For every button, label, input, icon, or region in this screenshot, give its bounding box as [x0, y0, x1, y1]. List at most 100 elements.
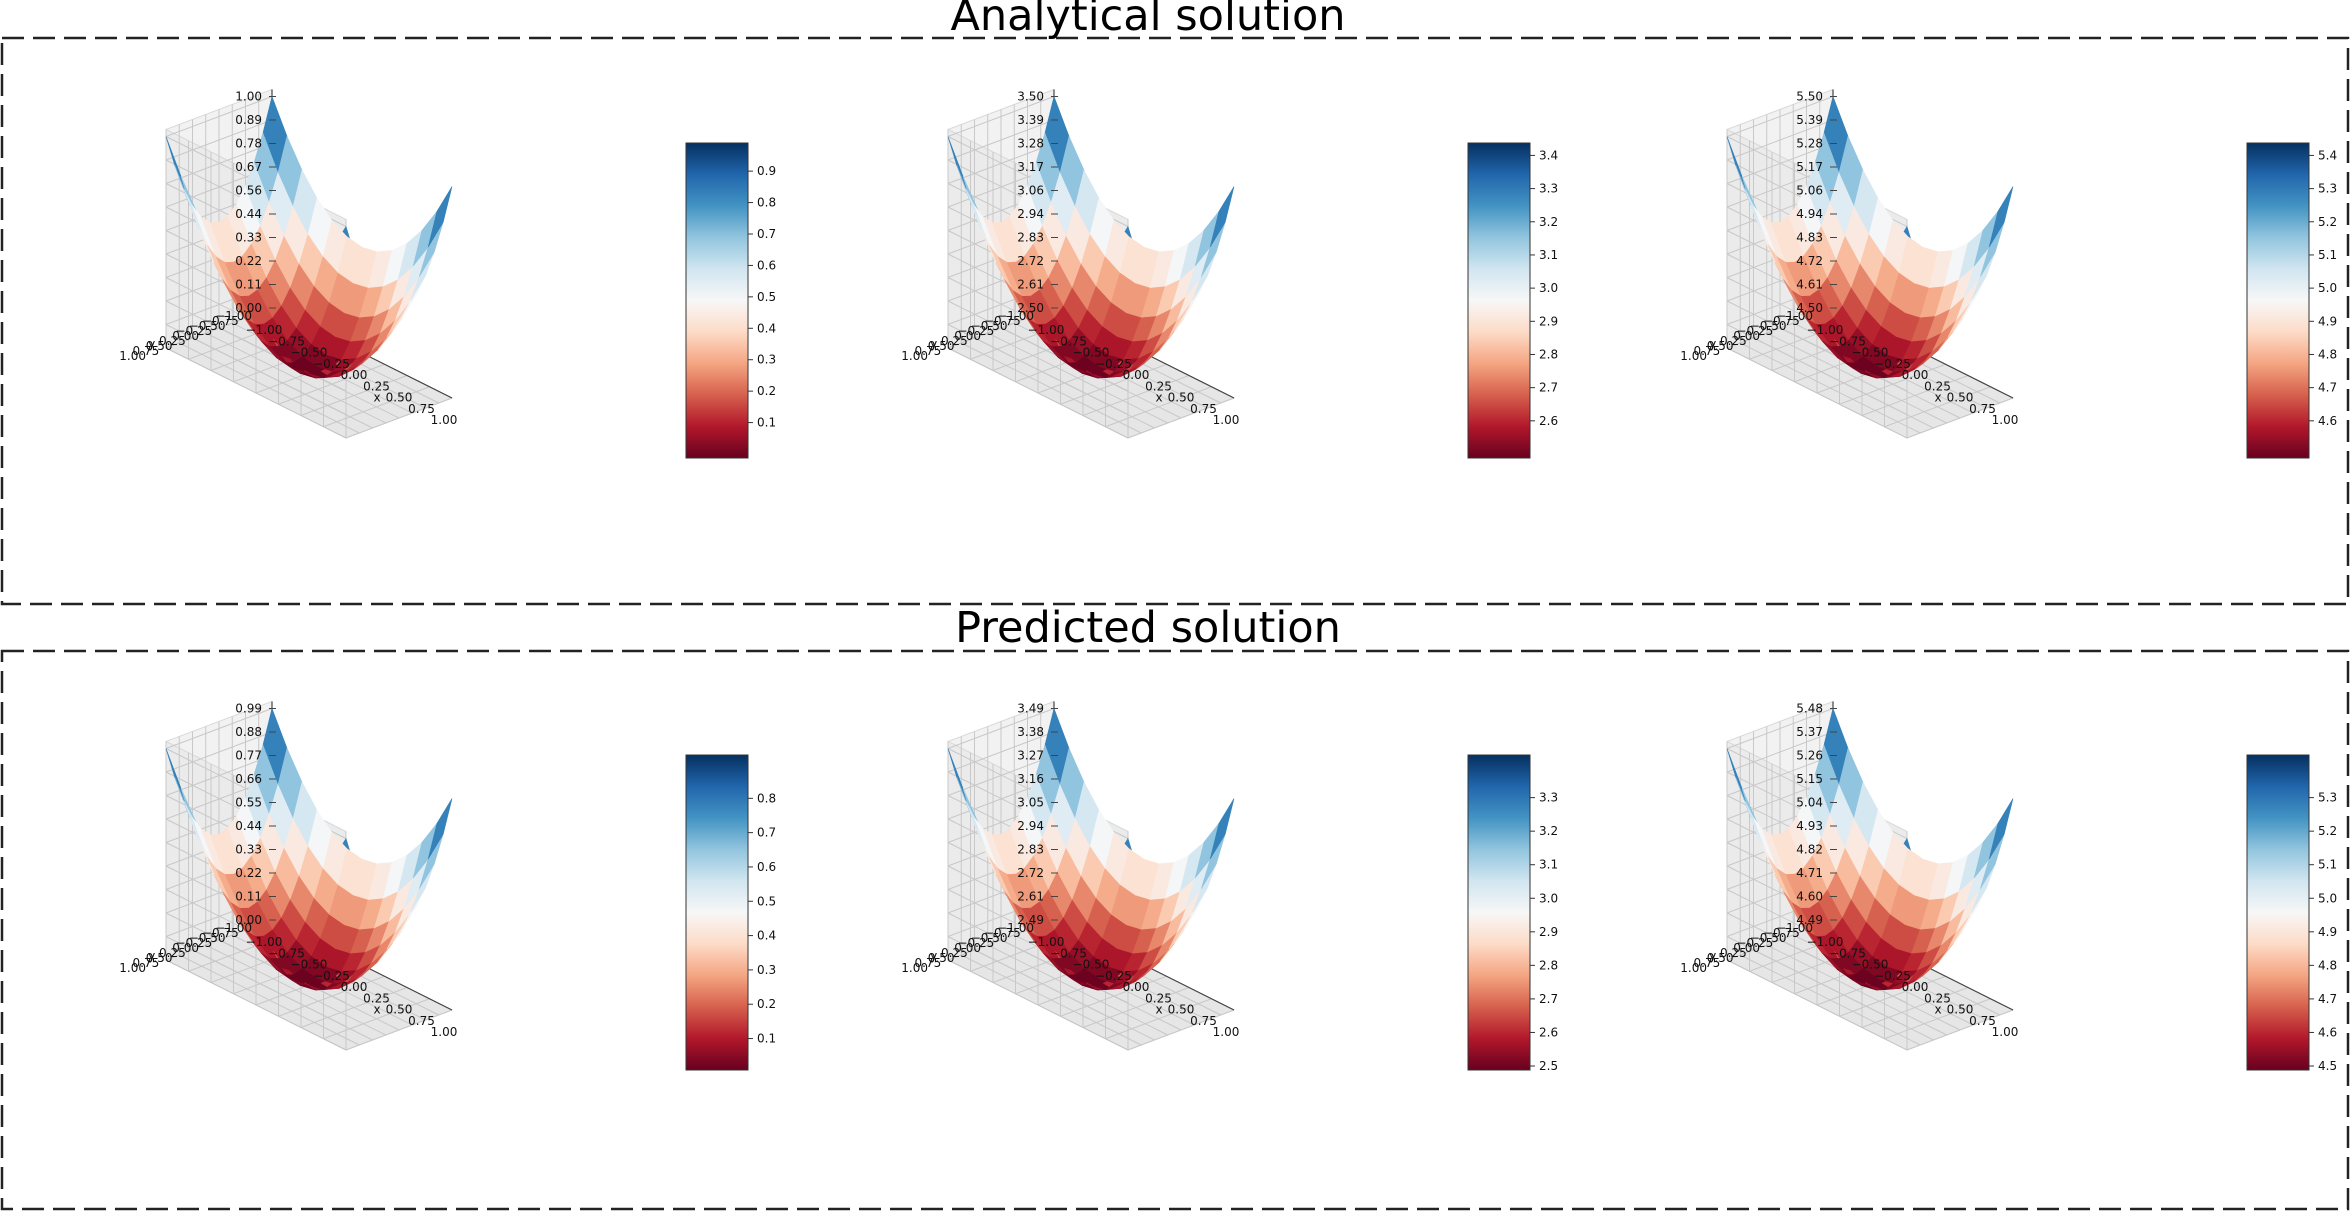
- x-tick-label: −0.75: [268, 946, 305, 960]
- z-tick-label: 0.99: [235, 702, 262, 716]
- z-tick-label: 0.33: [235, 843, 262, 857]
- y-tick-label: −0.75: [984, 926, 1021, 940]
- x-tick-label: 0.75: [1190, 1014, 1217, 1028]
- x-tick-label: −1.00: [1807, 323, 1844, 337]
- grid-line: [165, 959, 347, 1051]
- z-tick-label: 0.55: [235, 796, 262, 810]
- z-tick-label: 3.28: [1017, 137, 1044, 151]
- y-tick-label: −0.50: [189, 319, 226, 333]
- grid-line: [1726, 708, 1834, 749]
- z-tick-label: 5.50: [1796, 90, 1823, 104]
- grid-line: [165, 347, 347, 439]
- y-tick-label: −0.25: [175, 324, 212, 338]
- x-tick-label: 0.25: [1145, 379, 1172, 393]
- grid-line: [947, 324, 1129, 415]
- x-tick-label: 1.00: [431, 413, 458, 427]
- y-tick-label: −0.25: [957, 324, 994, 338]
- x-tick-label: 0.75: [408, 402, 435, 416]
- x-tick-label: 0.00: [1123, 368, 1150, 382]
- grid-line: [1766, 944, 1947, 1036]
- y-tick-label: 0.00: [172, 941, 199, 955]
- colorbar: [1467, 754, 1531, 1071]
- x-tick-label: 0.00: [341, 368, 368, 382]
- y-tick-label: 0.25: [1720, 946, 1747, 960]
- x-tick-label: 0.75: [408, 1014, 435, 1028]
- colorbar-tick-label: 4.7: [2318, 381, 2337, 395]
- z-tick-label: 2.50: [1017, 301, 1044, 315]
- colorbar-tick-label: 0.7: [757, 826, 776, 840]
- colorbar-tick-label: 4.8: [2318, 958, 2337, 972]
- surface-facet: [1209, 798, 1235, 860]
- grid-line: [1726, 324, 1908, 415]
- x-tick-label: 0.00: [1902, 368, 1929, 382]
- z-tick-label: 2.94: [1017, 819, 1044, 833]
- x-tick-label: 0.00: [1123, 980, 1150, 994]
- z-tick-label: 3.50: [1017, 90, 1044, 104]
- colorbar-tick-label: 3.1: [1539, 248, 1558, 262]
- grid-line: [323, 386, 430, 428]
- colorbar-tick-label: 2.9: [1539, 925, 1558, 939]
- x-tick-label: 0.50: [1168, 391, 1195, 405]
- colorbar-tick-label: 4.6: [2318, 414, 2337, 428]
- colorbar-tick-label: 2.6: [1539, 414, 1558, 428]
- z-tick-label: 5.17: [1796, 160, 1823, 174]
- y-axis-label: y: [930, 949, 937, 963]
- z-tick-label: 5.06: [1796, 184, 1823, 198]
- colorbar-tick-label: 5.2: [2318, 215, 2337, 229]
- y-tick-label: 0.25: [159, 946, 186, 960]
- x-tick-label: 0.25: [363, 379, 390, 393]
- grid-line: [947, 96, 1055, 137]
- x-tick-label: −0.50: [291, 346, 328, 360]
- y-tick-label: −0.50: [189, 931, 226, 945]
- grid-line: [947, 119, 1055, 161]
- colorbar-tick-label: 4.8: [2318, 347, 2337, 361]
- colorbar-tick-label: 4.7: [2318, 992, 2337, 1006]
- y-tick-label: −0.75: [202, 314, 239, 328]
- surface-facet: [427, 186, 453, 248]
- colorbar-tick-label: 3.0: [1539, 281, 1558, 295]
- surface-facet: [1988, 798, 2014, 860]
- x-axis-label: x: [1934, 1003, 1941, 1017]
- y-tick-label: 0.00: [172, 329, 199, 343]
- grid-line: [1726, 731, 1834, 773]
- surface-facet: [1988, 186, 2014, 248]
- y-tick-label: 0.75: [1694, 344, 1721, 358]
- grid-line: [165, 96, 273, 137]
- colorbar-tick-label: 0.5: [757, 894, 776, 908]
- x-tick-label: −0.75: [1050, 946, 1087, 960]
- colorbar-tick-label: 5.0: [2318, 281, 2337, 295]
- y-tick-label: 0.75: [915, 956, 942, 970]
- z-tick-label: 4.93: [1796, 819, 1823, 833]
- y-axis-label: y: [148, 337, 155, 351]
- z-tick-label: 0.66: [235, 772, 262, 786]
- z-tick-label: 2.94: [1017, 207, 1044, 221]
- grid-line: [1127, 397, 1235, 439]
- grid-line: [1861, 987, 1969, 1028]
- y-tick-label: 0.00: [1733, 329, 1760, 343]
- colorbar-tick-label: 3.1: [1539, 858, 1558, 872]
- x-tick-label: 0.00: [1902, 980, 1929, 994]
- colorbar-tick-label: 0.8: [757, 196, 776, 210]
- colorbar-tick-label: 2.7: [1539, 381, 1558, 395]
- grid-line: [165, 324, 347, 415]
- y-tick-label: −0.75: [984, 314, 1021, 328]
- grid-line: [1884, 998, 1991, 1040]
- x-tick-label: −0.50: [291, 958, 328, 972]
- y-tick-label: −1.00: [997, 921, 1034, 935]
- x-axis-label: x: [1934, 391, 1941, 405]
- y-tick-label: 1.00: [119, 961, 146, 975]
- surface-plot-predicted-3: 4.49 4.60 4.71 4.82 4.93 5.04 5.15 5.26 5.37 5.48…: [1680, 700, 2337, 1073]
- y-tick-label: 0.00: [1733, 941, 1760, 955]
- y-tick-label: 0.75: [133, 344, 160, 358]
- grid-line: [1906, 1009, 2014, 1051]
- x-tick-label: 1.00: [1992, 413, 2019, 427]
- y-tick-label: 1.00: [119, 349, 146, 363]
- z-tick-label: 4.50: [1796, 301, 1823, 315]
- y-tick-label: 0.00: [954, 329, 981, 343]
- z-tick-label: 3.39: [1017, 113, 1044, 127]
- colorbar-tick-label: 3.3: [1539, 791, 1558, 805]
- colorbar-tick-label: 0.1: [757, 416, 776, 430]
- z-tick-label: 4.83: [1796, 231, 1823, 245]
- x-tick-label: 1.00: [431, 1025, 458, 1039]
